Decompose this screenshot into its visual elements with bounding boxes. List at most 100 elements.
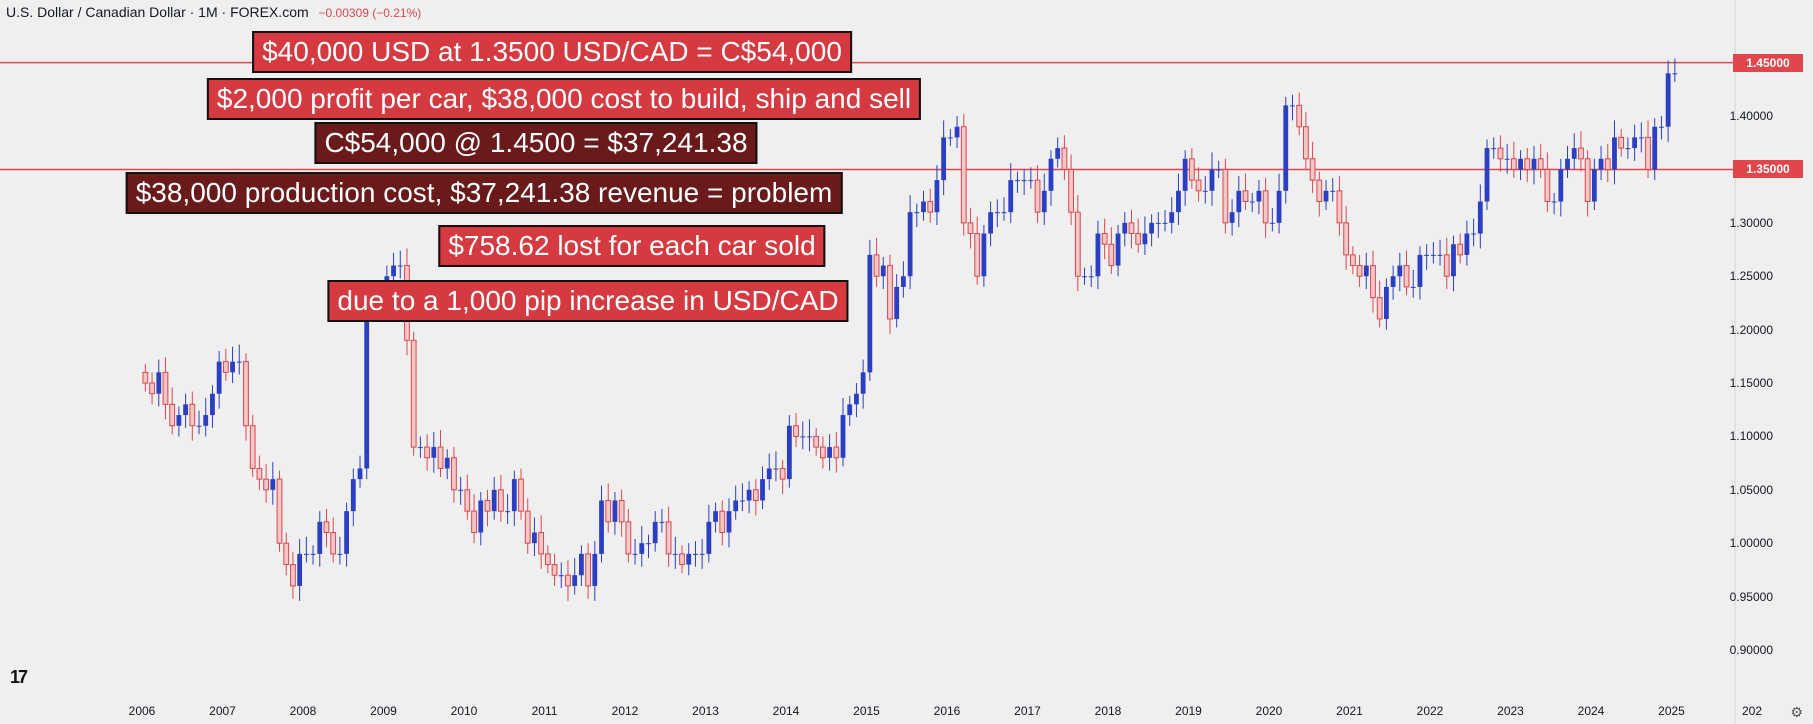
candle[interactable]: [860, 359, 866, 409]
level-price-tag[interactable]: 1.35000: [1733, 160, 1803, 179]
candle[interactable]: [1222, 158, 1229, 234]
candle[interactable]: [1135, 218, 1142, 253]
candle[interactable]: [854, 383, 859, 418]
candle[interactable]: [357, 455, 363, 488]
candle[interactable]: [1055, 137, 1061, 168]
candle[interactable]: [1290, 94, 1295, 121]
candle[interactable]: [1262, 178, 1269, 238]
candle[interactable]: [994, 199, 1000, 228]
candle[interactable]: [1142, 216, 1148, 255]
candle[interactable]: [1451, 235, 1456, 292]
candle[interactable]: [196, 410, 202, 435]
candle[interactable]: [1638, 122, 1644, 153]
candle[interactable]: [652, 511, 658, 552]
candle[interactable]: [1309, 141, 1316, 193]
candle[interactable]: [873, 237, 880, 287]
candle[interactable]: [599, 485, 604, 563]
candle[interactable]: [410, 331, 417, 456]
candle[interactable]: [491, 476, 497, 520]
candle[interactable]: [752, 479, 759, 516]
candle[interactable]: [458, 476, 464, 505]
candle[interactable]: [1665, 60, 1671, 142]
candle[interactable]: [297, 538, 303, 601]
candle[interactable]: [1645, 120, 1651, 179]
candle[interactable]: [1544, 152, 1551, 213]
candle[interactable]: [1598, 145, 1604, 181]
candle[interactable]: [625, 509, 632, 563]
candle[interactable]: [505, 494, 511, 524]
candle[interactable]: [1437, 239, 1443, 266]
candle[interactable]: [1101, 218, 1108, 260]
candle[interactable]: [1316, 171, 1323, 217]
candle[interactable]: [337, 536, 343, 565]
candle[interactable]: [1236, 175, 1242, 228]
candle[interactable]: [484, 489, 491, 527]
candle[interactable]: [1565, 145, 1570, 179]
candle[interactable]: [1591, 158, 1597, 211]
candle[interactable]: [1518, 150, 1523, 181]
candle[interactable]: [149, 372, 155, 405]
candle[interactable]: [1558, 158, 1564, 217]
candle[interactable]: [310, 545, 316, 565]
candle[interactable]: [236, 344, 242, 375]
candle[interactable]: [1176, 173, 1181, 225]
candle[interactable]: [1571, 133, 1577, 170]
candle[interactable]: [1659, 116, 1664, 140]
candle[interactable]: [699, 538, 705, 569]
candle[interactable]: [867, 239, 873, 381]
candle[interactable]: [733, 485, 739, 520]
candle[interactable]: [243, 353, 249, 441]
candle[interactable]: [813, 427, 820, 456]
candle[interactable]: [739, 483, 745, 512]
candle[interactable]: [578, 545, 584, 586]
candle[interactable]: [807, 419, 812, 452]
candle[interactable]: [1464, 220, 1470, 266]
candle[interactable]: [276, 470, 283, 552]
candle[interactable]: [954, 116, 960, 149]
candle[interactable]: [1477, 184, 1483, 249]
candle[interactable]: [1343, 205, 1350, 270]
candle[interactable]: [1424, 244, 1430, 270]
candle[interactable]: [618, 489, 625, 537]
candle[interactable]: [1202, 175, 1208, 204]
candle[interactable]: [779, 459, 786, 495]
candle[interactable]: [833, 432, 840, 473]
candle[interactable]: [1229, 199, 1235, 236]
candle[interactable]: [156, 359, 162, 407]
candle[interactable]: [350, 468, 356, 527]
candle[interactable]: [1524, 148, 1531, 183]
candle[interactable]: [1128, 210, 1135, 249]
candle[interactable]: [1330, 178, 1336, 202]
candle[interactable]: [210, 385, 215, 428]
candle[interactable]: [605, 483, 612, 533]
candle[interactable]: [1672, 58, 1678, 82]
candle[interactable]: [1652, 118, 1658, 181]
candle[interactable]: [659, 509, 665, 533]
candle[interactable]: [1001, 197, 1007, 221]
candle[interactable]: [726, 498, 732, 548]
candle[interactable]: [222, 348, 229, 381]
candle[interactable]: [800, 421, 806, 450]
candle[interactable]: [1162, 210, 1168, 232]
candle[interactable]: [1531, 145, 1537, 185]
candle[interactable]: [518, 468, 524, 520]
candle[interactable]: [1457, 233, 1464, 264]
candle[interactable]: [497, 474, 504, 522]
candle[interactable]: [142, 363, 149, 392]
candle[interactable]: [1082, 267, 1087, 285]
candle[interactable]: [558, 562, 564, 589]
candle[interactable]: [894, 274, 900, 328]
candle[interactable]: [437, 430, 444, 477]
candle[interactable]: [1169, 197, 1175, 234]
candle[interactable]: [417, 436, 423, 458]
candle[interactable]: [766, 453, 772, 490]
candle[interactable]: [478, 491, 484, 546]
candle[interactable]: [1491, 137, 1497, 159]
candle[interactable]: [424, 434, 431, 471]
candle[interactable]: [344, 502, 350, 567]
candle[interactable]: [1302, 111, 1309, 170]
candle[interactable]: [317, 511, 323, 567]
candle[interactable]: [1618, 128, 1625, 157]
candle[interactable]: [679, 545, 685, 574]
